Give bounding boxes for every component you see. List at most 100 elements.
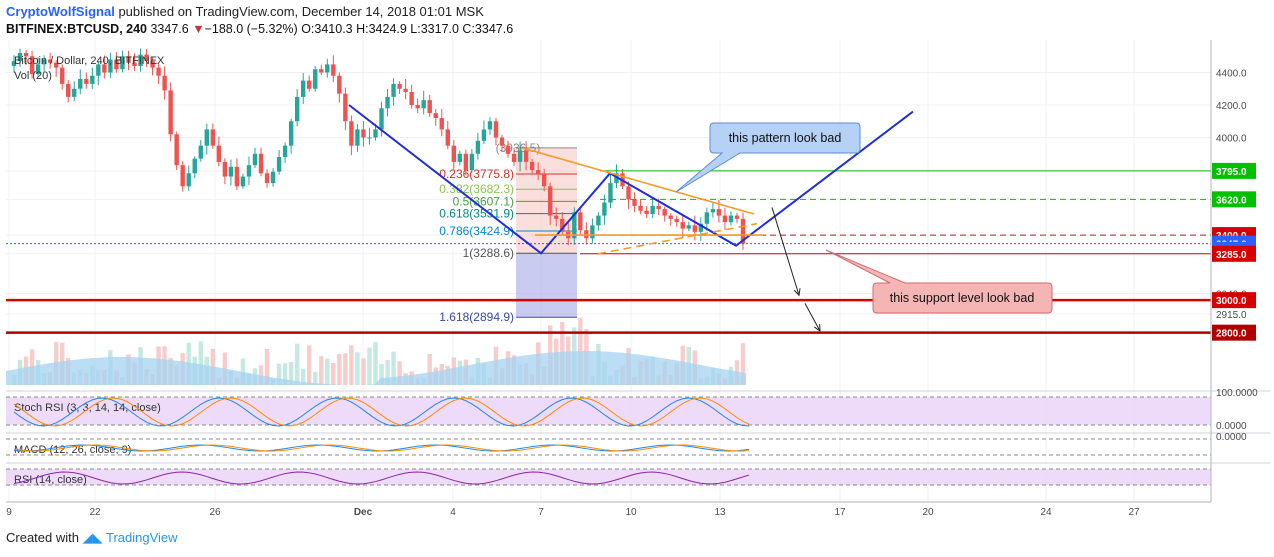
candle-body [397, 83, 402, 89]
candle-body [59, 67, 65, 84]
volume-bar [367, 347, 372, 385]
time-axis-tick: 10 [625, 507, 637, 518]
tradingview-brand[interactable]: TradingView [106, 530, 178, 545]
candle-body [656, 205, 661, 210]
candle-body [602, 202, 607, 216]
volume-bar [258, 365, 264, 385]
candle-body [487, 121, 493, 130]
candle-body [403, 88, 408, 93]
candle-body [198, 145, 203, 159]
candle-body [252, 153, 258, 166]
indicator-label: MACD (12, 26, close, 9) [14, 444, 131, 456]
volume-bar [349, 345, 354, 385]
footer: Created with ◢◣ TradingView [6, 530, 178, 546]
candle-body [120, 56, 125, 70]
candle-body [439, 118, 444, 130]
candle-body [78, 79, 83, 89]
candle-body [415, 105, 420, 109]
candle-body [554, 215, 559, 219]
candle-body [162, 75, 167, 91]
price-tag [1212, 324, 1256, 341]
down-arrow-icon: ▼ [192, 22, 205, 36]
indicator-panes: Stoch RSI (3, 3, 14, 14, close) 100.0000 0… [6, 388, 1270, 486]
candle-body [644, 210, 649, 214]
candle-body [246, 165, 252, 177]
created-with-label: Created with [6, 530, 79, 545]
candle-body [234, 166, 240, 187]
candle-body [192, 158, 197, 174]
volume-bar [343, 353, 348, 385]
candle-body [505, 145, 511, 154]
candle-body [457, 153, 463, 162]
candle-body [517, 150, 523, 162]
candle-body [379, 108, 384, 130]
time-axis[interactable]: 9 22 26 Dec 4 7 10 13 17 20 24 27 [6, 501, 1211, 518]
candle-body [728, 215, 734, 223]
volume-bar [313, 371, 318, 385]
candle-body [668, 215, 673, 219]
candle-body [288, 121, 294, 146]
candle-body [319, 69, 324, 73]
author-name[interactable]: CryptoWolfSignal [6, 4, 115, 19]
pane-band [6, 469, 1211, 485]
candle-body [126, 56, 131, 63]
indicator-line-signal [13, 444, 750, 452]
candle-body [53, 62, 59, 68]
candle-body [674, 218, 679, 223]
fib-level-label: 1(3288.6) [463, 246, 514, 260]
fibonacci-retracement: (3936.5)0.236(3775.8)0.382(3682.3)0.5(36… [439, 141, 577, 324]
fib-level-label: 0.786(3424.9) [439, 224, 514, 238]
candle-body [499, 137, 505, 146]
volume-bar [307, 345, 312, 385]
price-chart[interactable]: (3936.5)0.236(3775.8)0.382(3682.3)0.5(36… [0, 40, 1274, 530]
arrow-head-icon [814, 324, 821, 333]
indicator-axis-tick: 0.0000 [1216, 432, 1247, 443]
fib-level-label: 0.236(3775.8) [439, 167, 514, 181]
price-axis-tick: 4400.0 [1216, 69, 1247, 80]
volume-bar [337, 353, 342, 385]
candle-body [216, 145, 222, 162]
volume-bar [427, 354, 432, 385]
pattern-callout-bubble [675, 122, 861, 193]
price-tag-text: 3000.0 [1216, 296, 1247, 307]
volume-bar [294, 343, 300, 385]
candle-body [475, 140, 481, 154]
time-axis-tick: 26 [209, 507, 221, 518]
candle-body [427, 100, 432, 114]
candle-body [367, 137, 372, 139]
candle-body [174, 134, 179, 166]
indicator-line-signal [13, 397, 750, 427]
symbol-label[interactable]: BITFINEX:BTCUSD, 240 [6, 22, 147, 36]
candle-body [463, 153, 469, 171]
volume-bar [740, 343, 746, 385]
fib-level-label: 1.618(2894.9) [439, 310, 514, 324]
candle-body [433, 113, 438, 119]
fib-zone-extension [516, 253, 577, 318]
price-tag [1212, 162, 1256, 179]
candle-body [541, 173, 547, 187]
publish-info: published on TradingView.com, December 1… [118, 4, 484, 19]
candle-body [578, 212, 583, 231]
candle-body [17, 52, 23, 62]
candle-body [361, 129, 366, 138]
ohlc-values: O:3410.3 H:3424.9 L:3317.0 C:3347.6 [301, 22, 514, 36]
candle-body [632, 199, 637, 206]
candle-body [156, 67, 161, 76]
candle-body [23, 52, 29, 57]
candle-body [108, 59, 113, 73]
price-axis[interactable]: 4400.04200.04000.03040.02915.03795.03620… [1210, 40, 1256, 502]
time-axis-tick: 24 [1040, 507, 1052, 518]
support-trendline-dashed [597, 222, 758, 255]
time-axis-tick: 7 [538, 507, 544, 518]
candle-body [349, 121, 354, 146]
volume-bar [385, 359, 390, 385]
candle-body [325, 64, 330, 73]
volume-bar [319, 356, 324, 385]
candle-body [114, 59, 119, 70]
candle-body [572, 212, 577, 239]
time-axis-tick: 9 [6, 507, 12, 518]
candle-body [523, 150, 529, 162]
indicator-axis-tick: 0.0000 [1216, 421, 1247, 432]
candle-body [716, 209, 722, 216]
volume-bar [282, 363, 288, 385]
